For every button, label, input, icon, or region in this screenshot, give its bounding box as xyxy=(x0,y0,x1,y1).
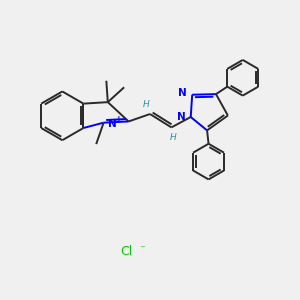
Text: N: N xyxy=(177,112,185,122)
Text: ⁻: ⁻ xyxy=(140,244,146,255)
Text: N: N xyxy=(178,88,187,98)
Text: Cl: Cl xyxy=(120,244,132,258)
Text: +: + xyxy=(115,115,122,124)
Text: N: N xyxy=(108,119,116,129)
Text: H: H xyxy=(143,100,150,109)
Text: H: H xyxy=(169,133,176,142)
